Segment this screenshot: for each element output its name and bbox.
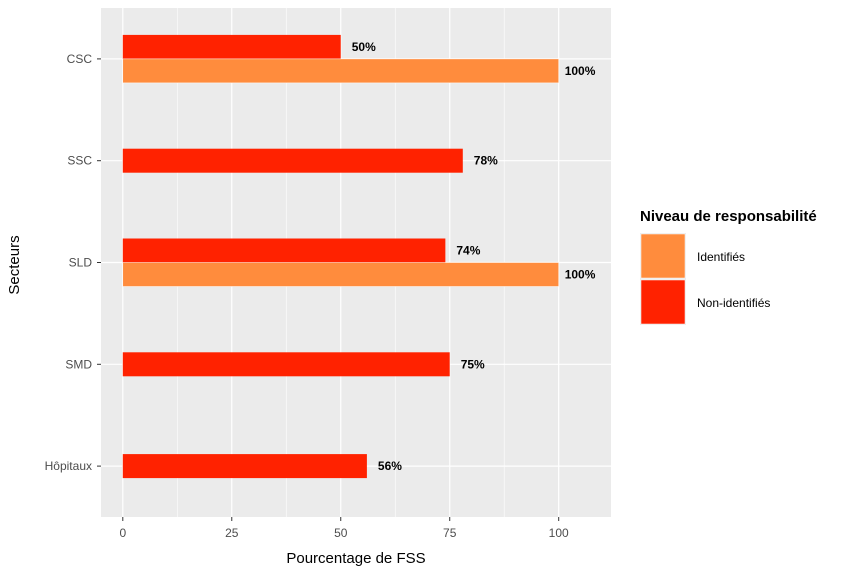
y-tick-label: CSC (67, 52, 93, 66)
y-axis-title: Secteurs (6, 235, 23, 294)
data-label: 100% (565, 268, 596, 282)
legend-label: Identifiés (697, 250, 745, 264)
bar-non-identifies (122, 454, 367, 479)
data-label: 74% (456, 244, 480, 258)
y-tick-label: SLD (69, 256, 93, 270)
data-label: 50% (352, 40, 376, 54)
data-label: 56% (378, 459, 402, 473)
x-axis-title: Pourcentage de FSS (286, 550, 425, 567)
y-tick-label: Hôpitaux (45, 459, 92, 473)
x-tick-label: 25 (225, 526, 239, 540)
legend-title: Niveau de responsabilité (640, 208, 817, 225)
axes-group: 0 25 50 75 100 CSC SSC SLD SMD Hôpitaux (45, 52, 569, 540)
data-label: 100% (565, 64, 596, 78)
y-tick-label: SMD (65, 357, 92, 371)
legend: Niveau de responsabilité Identifiés Non-i… (640, 208, 817, 325)
legend-label: Non-identifiés (697, 296, 770, 310)
bar-non-identifies (122, 148, 463, 173)
bar-identifies (122, 262, 559, 287)
legend-key-swatch (640, 233, 686, 279)
bar-non-identifies (122, 352, 450, 377)
x-tick-label: 75 (443, 526, 457, 540)
data-labels-group: 50% 100% 78% 74% 100% 75% 56% (352, 40, 596, 473)
x-tick-label: 0 (119, 526, 126, 540)
legend-key-swatch (640, 279, 686, 325)
x-tick-label: 100 (549, 526, 569, 540)
bars-group (122, 34, 559, 479)
bar-identifies (122, 58, 559, 84)
x-tick-label: 50 (334, 526, 348, 540)
y-tick-label: SSC (67, 154, 92, 168)
data-label: 78% (474, 154, 498, 168)
bar-non-identifies (122, 34, 341, 59)
bar-non-identifies (122, 238, 446, 263)
data-label: 75% (461, 357, 485, 371)
